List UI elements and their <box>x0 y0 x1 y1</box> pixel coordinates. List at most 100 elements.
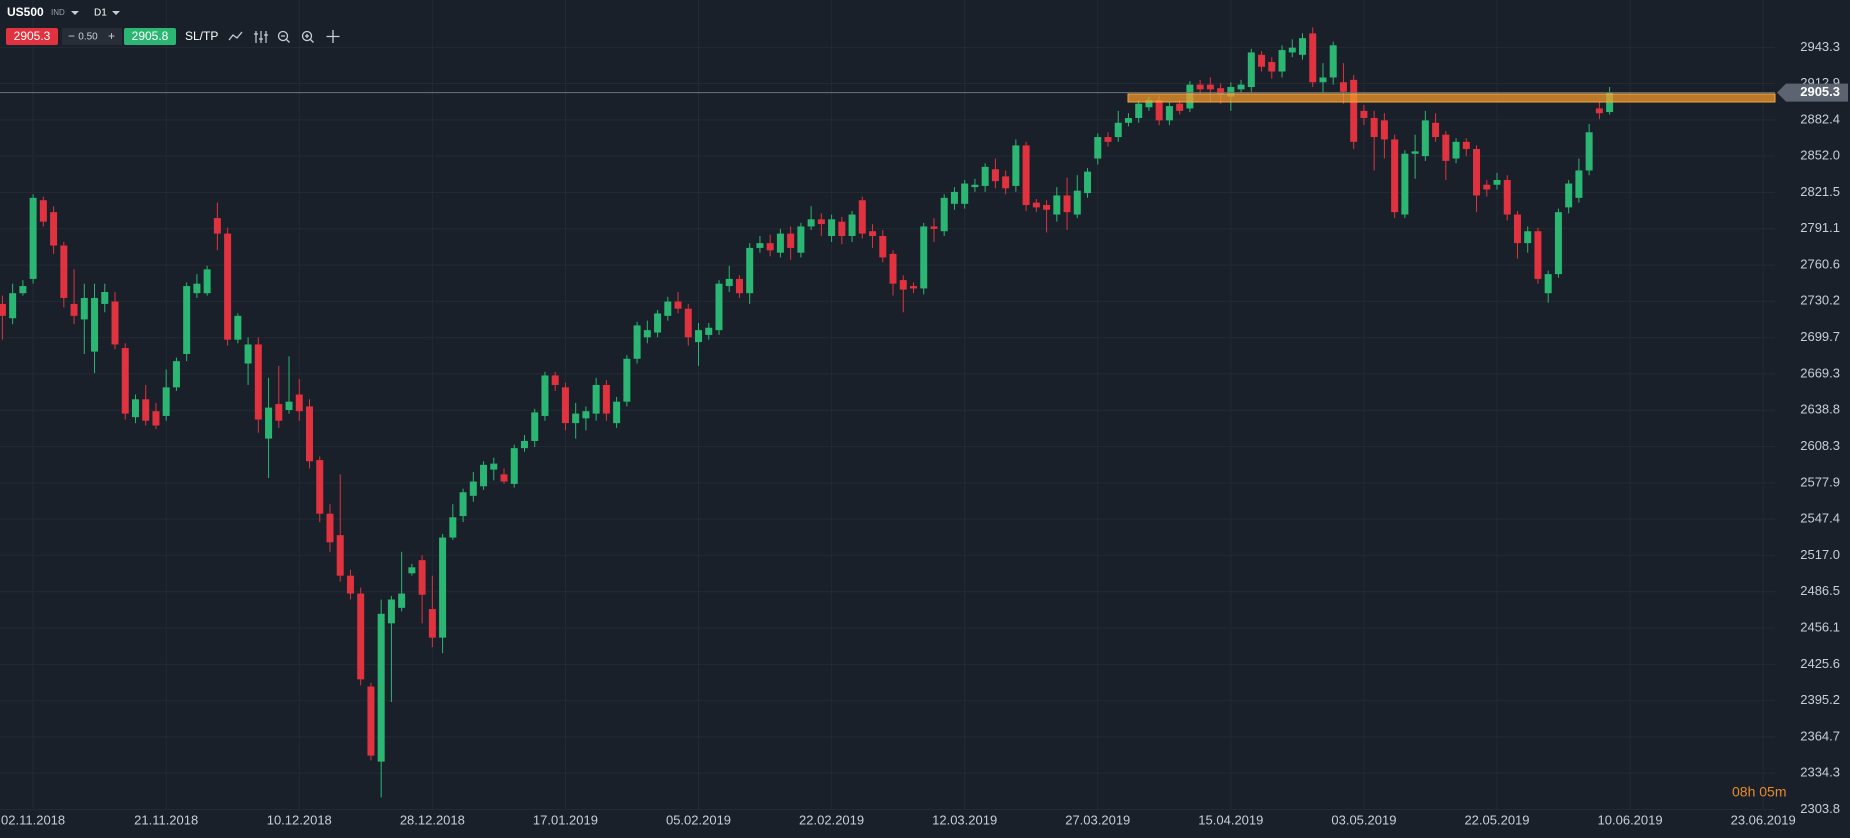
candle-body <box>254 344 262 420</box>
x-tick-label: 10.12.2018 <box>267 812 332 827</box>
candle-body <box>224 233 232 340</box>
x-tick-label: 03.05.2019 <box>1331 812 1396 827</box>
candle-body <box>1585 132 1593 171</box>
candle-body <box>1421 120 1429 157</box>
candle-body <box>1534 231 1542 279</box>
chart-type-icon[interactable] <box>254 31 268 43</box>
x-tick-label: 12.03.2019 <box>932 812 997 827</box>
candle-body <box>60 245 68 298</box>
candle-body <box>19 286 27 294</box>
candle-body <box>306 406 314 462</box>
spread-box <box>62 28 122 45</box>
candle-body <box>50 212 58 246</box>
candle-body <box>889 253 897 284</box>
plus[interactable]: + <box>108 29 115 43</box>
candle-body <box>1073 190 1081 215</box>
candle-body <box>70 303 78 316</box>
candle-body <box>520 440 528 449</box>
candle-body <box>582 411 590 419</box>
candle-body <box>756 243 764 248</box>
sltp-button[interactable]: SL/TP <box>185 29 218 43</box>
y-tick-label: 2608.3 <box>1800 438 1840 453</box>
grid <box>0 0 1775 810</box>
candle-body <box>1196 84 1204 90</box>
candle-body <box>398 593 406 608</box>
candle-body <box>1124 117 1132 123</box>
candle-body <box>295 394 303 412</box>
y-tick-label: 2395.2 <box>1800 692 1840 707</box>
candle-body <box>1483 184 1491 190</box>
candle-body <box>1237 84 1245 90</box>
x-tick-label: 23.06.2019 <box>1731 812 1796 827</box>
x-tick-label: 02.11.2018 <box>1 812 65 827</box>
candle-body <box>213 218 221 234</box>
buy-price[interactable]: 2905.8 <box>132 29 169 43</box>
candle-body <box>654 313 662 333</box>
candle-body <box>1575 170 1583 198</box>
candle-body <box>234 315 242 340</box>
buy-button[interactable] <box>124 28 176 45</box>
candle-body <box>940 197 948 232</box>
candle-body <box>602 384 610 414</box>
candle-body <box>1544 274 1552 294</box>
dropdown-arrow[interactable] <box>112 11 120 15</box>
candle-body <box>418 560 426 595</box>
symbol[interactable]: US500 <box>7 5 44 19</box>
candle-body <box>1339 82 1347 92</box>
candle-body <box>664 301 672 316</box>
y-tick-label: 2517.0 <box>1800 547 1840 562</box>
candle-body <box>357 593 365 680</box>
highlight-zone[interactable] <box>1127 93 1776 103</box>
candle-body <box>1309 33 1317 83</box>
candle-body <box>971 184 979 188</box>
y-tick-label: 2852.0 <box>1800 148 1840 163</box>
candle-body <box>1002 176 1010 189</box>
minus[interactable]: − <box>68 29 75 43</box>
candle-body <box>1411 151 1419 154</box>
candle-body <box>1554 212 1562 275</box>
crosshair-icon[interactable] <box>326 30 340 43</box>
candle-body <box>1258 54 1266 67</box>
candle-body <box>1227 87 1235 97</box>
candle-body <box>439 537 447 638</box>
candle-body <box>1462 141 1470 149</box>
y-tick-label: 2791.1 <box>1800 220 1840 235</box>
candle-body <box>1084 171 1092 194</box>
zoom-out-icon[interactable] <box>277 30 289 42</box>
candle-body <box>1114 122 1122 138</box>
candle-body <box>9 293 17 319</box>
candle-body <box>142 399 150 421</box>
x-tick-label: 22.02.2019 <box>799 812 864 827</box>
candle-body <box>1565 183 1573 208</box>
sell-price[interactable]: 2905.3 <box>14 29 51 43</box>
candle-body <box>1513 214 1521 244</box>
candle-body <box>684 308 692 338</box>
candle-body <box>766 243 774 251</box>
y-tick-label: 2547.4 <box>1800 511 1840 526</box>
candle-body <box>1247 52 1255 88</box>
candle-body <box>838 221 846 236</box>
zoom-in-icon[interactable] <box>301 30 313 42</box>
candle-body <box>643 330 651 338</box>
candle-body <box>817 219 825 225</box>
sell-button[interactable] <box>6 28 58 45</box>
candle-body <box>490 463 498 470</box>
candle-body <box>162 387 170 416</box>
candle-body <box>316 460 324 514</box>
zoom-in-icon-detail <box>305 34 314 43</box>
dropdown-arrow[interactable] <box>71 11 79 15</box>
line-tool-icon[interactable] <box>228 31 243 41</box>
candle-body <box>991 169 999 182</box>
candle-body <box>899 280 907 290</box>
candle-body <box>1043 205 1051 210</box>
candle-body <box>776 233 784 253</box>
candle-body <box>674 301 682 309</box>
candle-body <box>1165 106 1173 121</box>
candle-body <box>828 219 836 236</box>
candle-body <box>469 481 477 496</box>
candle-body <box>879 235 887 258</box>
candle-body <box>633 325 641 359</box>
candle-body <box>848 214 856 236</box>
timeframe[interactable]: D1 <box>94 8 107 19</box>
